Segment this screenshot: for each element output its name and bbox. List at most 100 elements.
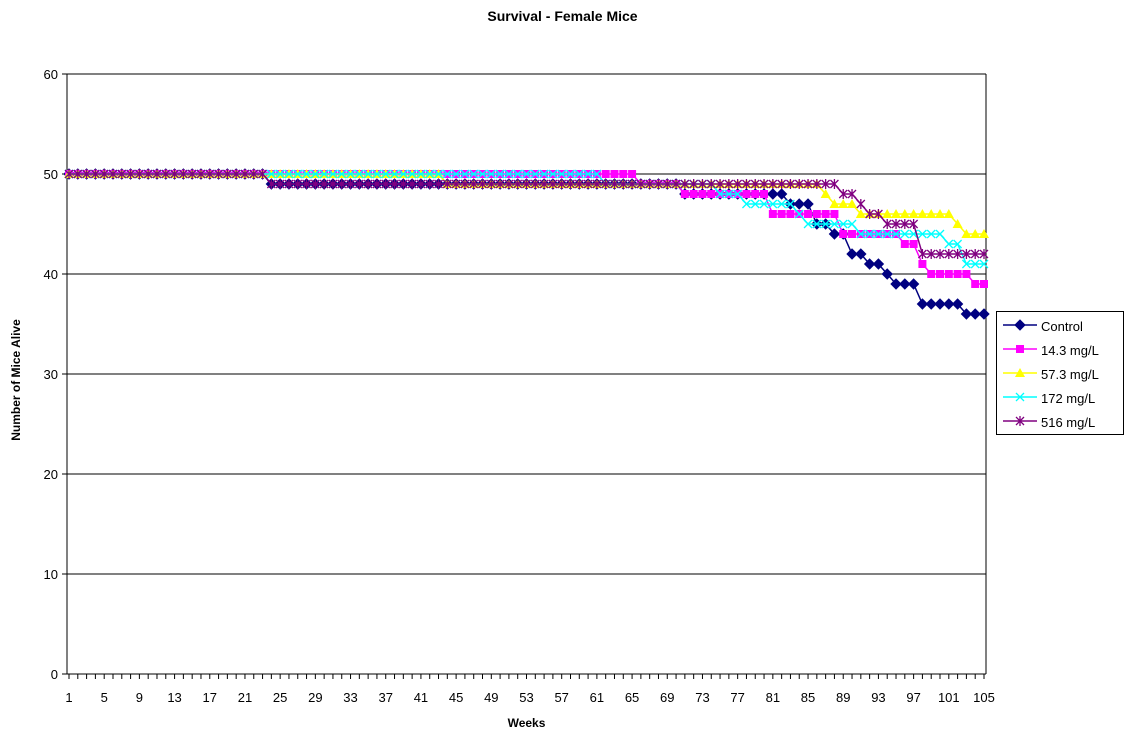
data-point-star [337, 179, 347, 189]
y-tick-label: 0 [51, 667, 58, 682]
data-point-star [566, 179, 575, 189]
data-point-x [442, 169, 452, 179]
data-point-x [275, 169, 285, 179]
data-point-x [293, 169, 303, 179]
data-point-star [73, 169, 83, 179]
data-point-triangle [899, 209, 910, 218]
data-point-diamond [907, 278, 920, 290]
data-point-star [794, 179, 804, 189]
legend-marker [1016, 345, 1024, 353]
data-point-x [750, 199, 760, 209]
legend-swatch [1003, 368, 1037, 377]
data-point-triangle [979, 229, 989, 238]
data-point-x [882, 229, 892, 239]
data-point-star [724, 179, 734, 189]
data-point-x [803, 219, 813, 229]
data-point-x [794, 209, 804, 219]
legend-item: 516 mg/L [1003, 412, 1123, 432]
x-tick-label: 21 [238, 690, 252, 705]
y-tick-label: 20 [44, 467, 58, 482]
data-point-x [557, 169, 567, 179]
data-point-x [319, 169, 329, 179]
data-point-star [354, 179, 364, 189]
x-tick-label: 1 [65, 690, 72, 705]
data-point-star [266, 179, 276, 189]
data-point-square [628, 170, 637, 178]
data-point-star [478, 179, 487, 189]
data-point-diamond [978, 308, 990, 320]
x-tick-label: 17 [203, 690, 217, 705]
data-point-star [513, 179, 523, 189]
data-point-x [284, 169, 294, 179]
data-point-x [478, 169, 487, 179]
data-point-triangle [847, 199, 858, 208]
legend-label: 172 mg/L [1041, 391, 1096, 406]
legend-marker [1015, 368, 1025, 377]
data-point-star [293, 179, 303, 189]
legend-item: 57.3 mg/L [1003, 364, 1123, 384]
data-point-x [829, 219, 839, 229]
x-tick-label: 37 [378, 690, 392, 705]
data-point-star [777, 179, 787, 189]
data-point-star [504, 179, 514, 189]
data-point-star [662, 179, 672, 189]
series-line [69, 173, 984, 315]
data-point-x [266, 169, 276, 179]
data-point-star [372, 179, 382, 189]
data-point-star [944, 249, 954, 259]
data-point-square [768, 210, 777, 218]
data-point-square [689, 190, 698, 198]
data-point-diamond [925, 298, 937, 310]
data-point-square [707, 190, 716, 198]
data-point-star [785, 179, 795, 189]
data-point-triangle [943, 209, 954, 218]
data-point-x [715, 189, 725, 199]
data-point-x [935, 229, 945, 239]
data-point-x [416, 169, 426, 179]
data-point-star [601, 179, 611, 189]
data-point-star [495, 179, 505, 189]
data-point-star [610, 179, 619, 189]
data-point-star [451, 179, 461, 189]
data-point-star [618, 179, 628, 189]
data-point-triangle [970, 229, 981, 238]
data-point-star [416, 179, 426, 189]
data-point-star [917, 249, 927, 259]
data-point-diamond [802, 198, 814, 210]
legend-swatch [1003, 416, 1037, 426]
x-tick-label: 25 [273, 690, 287, 705]
legend-label: 57.3 mg/L [1041, 367, 1099, 382]
x-tick-label: 93 [871, 690, 885, 705]
data-point-star [275, 179, 285, 189]
data-point-x [513, 169, 523, 179]
data-point-x [741, 199, 751, 209]
legend-item: Control [1003, 316, 1123, 336]
data-point-square [909, 240, 918, 248]
data-point-star [803, 179, 813, 189]
data-point-square [821, 210, 830, 218]
data-point-square [927, 270, 936, 278]
y-tick-label: 40 [44, 267, 58, 282]
data-point-star [310, 179, 320, 189]
data-point-diamond [793, 198, 805, 210]
data-point-star [108, 169, 118, 179]
x-tick-label: 29 [308, 690, 322, 705]
data-point-diamond [846, 248, 858, 260]
data-point-x [310, 169, 320, 179]
data-point-star [196, 169, 206, 179]
x-tick-label: 57 [554, 690, 568, 705]
x-tick-label: 49 [484, 690, 498, 705]
x-tick-label: 89 [836, 690, 850, 705]
data-point-x [724, 189, 734, 199]
x-tick-label: 65 [625, 690, 639, 705]
data-point-square [900, 240, 909, 248]
data-point-square [848, 230, 857, 238]
data-point-star [398, 179, 408, 189]
chart-title: Survival - Female Mice [487, 8, 638, 24]
x-tick-label: 53 [519, 690, 533, 705]
data-point-star [178, 169, 188, 179]
data-point-star [882, 219, 892, 229]
data-point-x [759, 199, 769, 209]
data-point-star [381, 179, 391, 189]
data-point-triangle [829, 199, 840, 208]
